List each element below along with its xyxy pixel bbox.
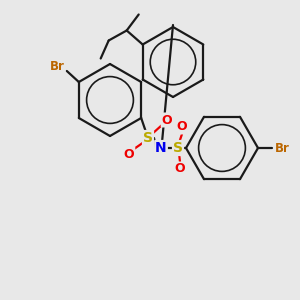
- Text: O: O: [175, 163, 185, 176]
- Text: O: O: [177, 121, 187, 134]
- Text: O: O: [124, 148, 134, 160]
- Text: N: N: [155, 141, 167, 155]
- Text: Br: Br: [274, 142, 290, 154]
- Text: S: S: [173, 141, 183, 155]
- Text: S: S: [143, 131, 153, 145]
- Text: Br: Br: [50, 59, 64, 73]
- Text: O: O: [162, 113, 172, 127]
